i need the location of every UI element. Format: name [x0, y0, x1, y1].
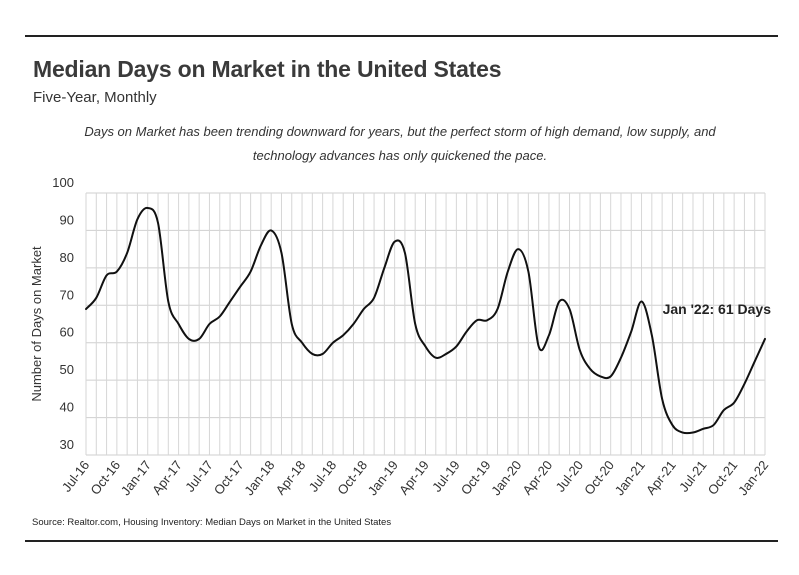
x-tick-label: Apr-17: [149, 458, 185, 498]
top-rule: [25, 35, 778, 37]
x-tick-label: Jan-22: [735, 458, 771, 499]
x-tick-label: Oct-16: [87, 458, 123, 498]
x-tick-label: Oct-21: [705, 458, 741, 498]
x-tick-label: Oct-17: [211, 458, 247, 498]
y-tick-label: 50: [60, 362, 74, 377]
y-tick-labels: 30 40 50 60 70 80 90 100: [52, 175, 74, 452]
series-line: [85, 206, 766, 435]
chart-title: Median Days on Market in the United Stat…: [33, 56, 502, 82]
y-axis-label: Number of Days on Market: [29, 246, 44, 402]
x-tick-label: Oct-19: [458, 458, 494, 498]
x-tick-label: Jan-17: [118, 458, 154, 499]
chart-description-line-1: Days on Market has been trending downwar…: [84, 124, 716, 139]
series-layer: [85, 206, 766, 435]
source-note: Source: Realtor.com, Housing Inventory: …: [32, 517, 392, 528]
x-tick-label: Jan-21: [612, 458, 648, 499]
y-tick-label: 70: [60, 287, 74, 302]
bottom-rule: [25, 540, 778, 542]
y-tick-label: 30: [60, 437, 74, 452]
x-tick-label: Oct-18: [334, 458, 370, 498]
grid-lines: [85, 192, 766, 456]
annotation-layer: Jan '22: 61 Days: [663, 301, 772, 317]
chart-subtitle: Five-Year, Monthly: [33, 89, 157, 106]
y-tick-label: 80: [60, 250, 74, 265]
x-tick-label: Apr-21: [643, 458, 679, 498]
y-tick-label: 100: [52, 175, 74, 190]
annotation-label: Jan '22: 61 Days: [663, 301, 772, 317]
chart-description-line-2: technology advances has only quickened t…: [252, 148, 548, 163]
x-tick-label: Jan-20: [488, 458, 524, 499]
y-tick-label: 90: [60, 212, 74, 227]
y-tick-label: 40: [60, 400, 74, 415]
x-tick-label: Apr-20: [519, 458, 555, 498]
x-tick-label: Oct-20: [581, 458, 617, 498]
x-tick-labels: Jul-16Oct-16Jan-17Apr-17Jul-17Oct-17Jan-…: [59, 458, 772, 499]
x-tick-label: Jan-19: [365, 458, 401, 499]
x-tick-label: Apr-19: [396, 458, 432, 498]
x-tick-label: Jan-18: [241, 458, 277, 499]
x-tick-label: Apr-18: [273, 458, 309, 498]
y-tick-label: 60: [60, 325, 74, 340]
